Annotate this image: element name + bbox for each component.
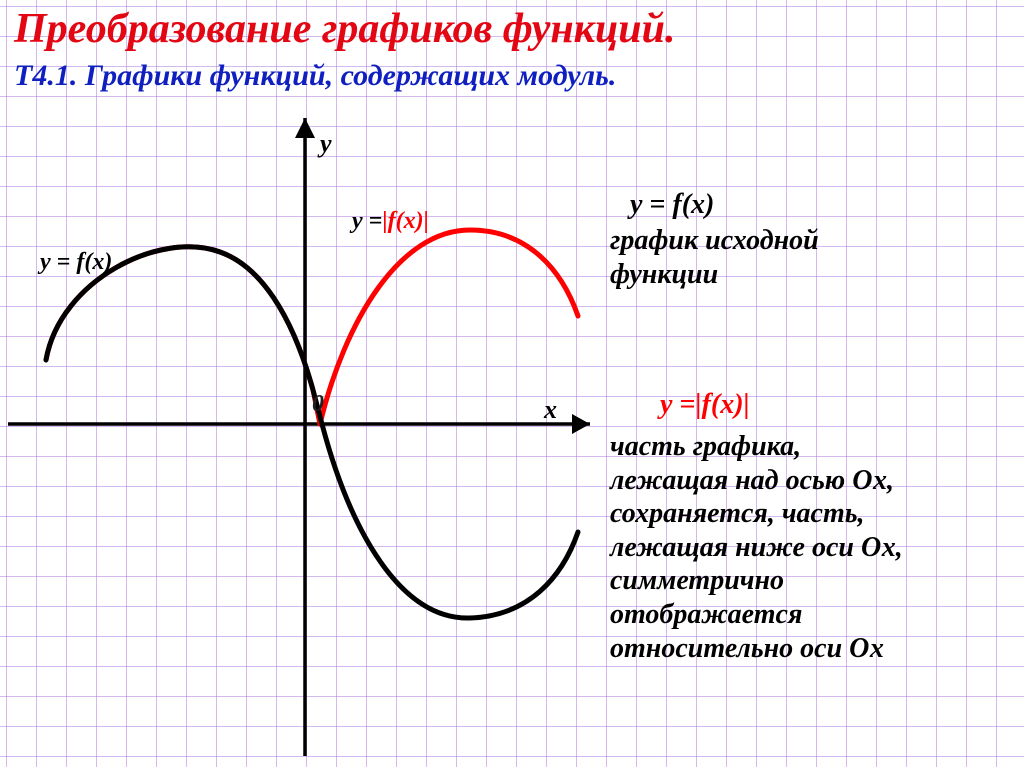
legend-mod-desc: часть графика, лежащая над осью Ох, сохр… bbox=[610, 430, 903, 665]
axis-label-x: x bbox=[544, 394, 557, 425]
curve-label-mod: y =|f(x)| bbox=[340, 178, 429, 236]
curve-label-fx: y = f(x) bbox=[40, 248, 112, 277]
legend-fx-label: y = f(x) bbox=[630, 188, 714, 222]
y-axis-arrow bbox=[295, 118, 315, 138]
legend-mod-label: y =|f(x)| bbox=[660, 388, 750, 422]
curve-label-mod-prefix: y = bbox=[352, 208, 382, 234]
curve-red-right bbox=[320, 230, 578, 424]
curve-black-lower bbox=[322, 424, 578, 618]
axis-label-y: y bbox=[320, 128, 332, 159]
x-axis-arrow bbox=[572, 414, 590, 434]
curve-label-mod-body: |f(x)| bbox=[382, 208, 429, 234]
legend-fx-desc: график исходной функции bbox=[610, 224, 819, 291]
axis-label-origin: 0 bbox=[312, 390, 324, 419]
